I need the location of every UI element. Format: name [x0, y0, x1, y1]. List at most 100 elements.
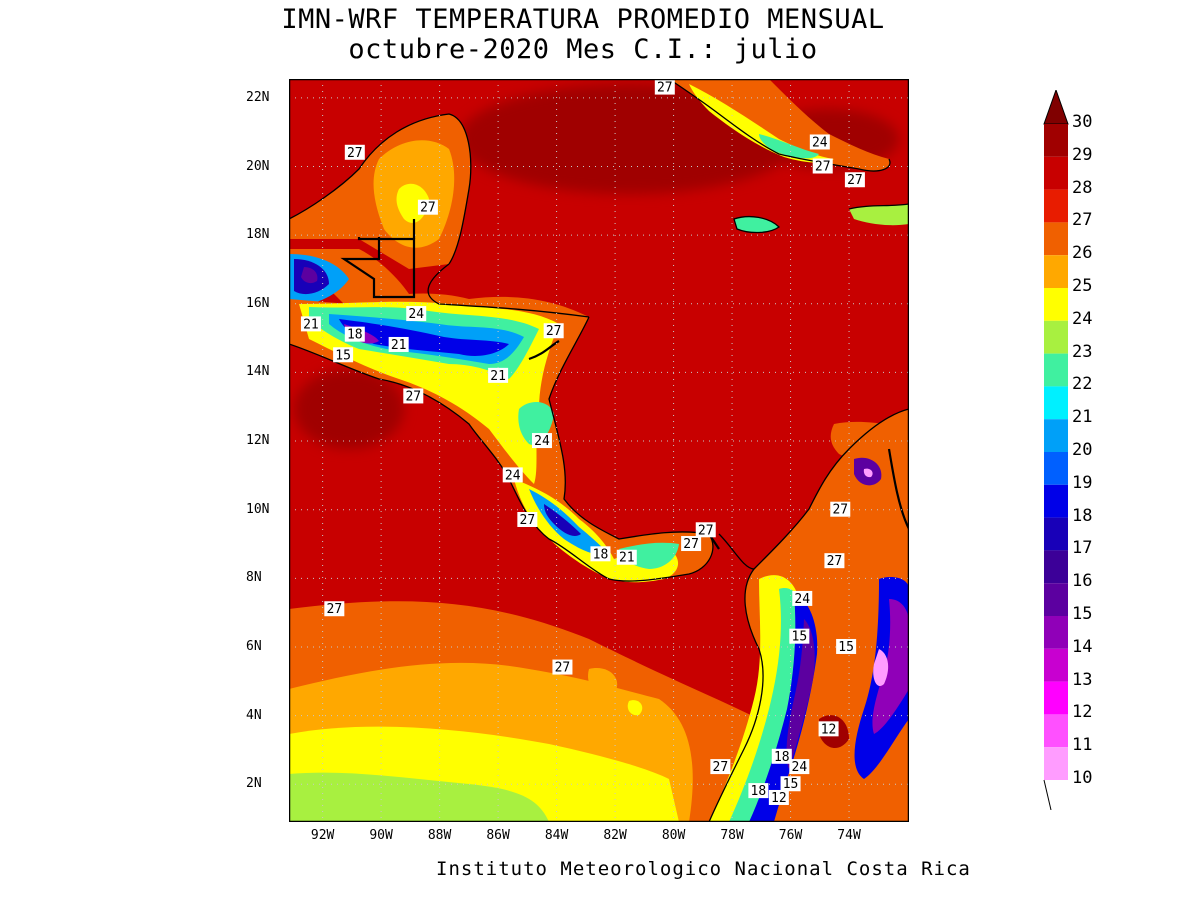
map-frame	[289, 79, 909, 822]
land-south-america	[709, 409, 909, 822]
svg-text:24: 24	[408, 307, 424, 322]
contour-label: 27	[517, 511, 538, 528]
svg-text:27: 27	[546, 324, 562, 339]
longitude-tick-label: 76W	[778, 828, 803, 843]
colorbar-swatch	[1044, 616, 1068, 649]
svg-text:15: 15	[335, 348, 351, 363]
svg-text:27: 27	[698, 523, 714, 538]
contour-label: 12	[818, 721, 839, 737]
colorbar-swatch	[1044, 517, 1068, 551]
longitude-tick-label: 84W	[544, 828, 569, 843]
contour-label: 27	[681, 536, 702, 552]
svg-text:18: 18	[751, 784, 767, 799]
colorbar-swatch	[1044, 222, 1068, 256]
svg-text:18: 18	[593, 547, 609, 562]
svg-text:15: 15	[838, 640, 854, 655]
contour-label: 27	[344, 144, 365, 161]
colorbar-label: 18	[1072, 505, 1093, 526]
coastlines	[289, 79, 909, 822]
latitude-tick-label: 16N	[246, 295, 270, 311]
svg-text:24: 24	[812, 135, 828, 150]
colorbar-label: 20	[1072, 440, 1093, 460]
svg-text:12: 12	[821, 722, 837, 737]
svg-text:27: 27	[657, 81, 673, 96]
svg-text:24: 24	[792, 760, 808, 775]
colorbar-label: 19	[1072, 472, 1093, 493]
institution-footer: Instituto Meteorologico Nacional Costa R…	[436, 858, 971, 880]
svg-text:27: 27	[815, 160, 831, 175]
svg-text:27: 27	[555, 661, 571, 676]
svg-text:24: 24	[505, 468, 521, 483]
pacific-bands	[289, 601, 759, 822]
colorbar-swatch	[1044, 484, 1068, 518]
svg-text:27: 27	[847, 173, 863, 188]
svg-text:21: 21	[490, 369, 506, 384]
colorbar-swatch	[1044, 288, 1068, 321]
colorbar-swatch	[1044, 583, 1068, 616]
land-central-america	[289, 293, 713, 583]
contour-label: 27	[824, 553, 845, 569]
svg-text:21: 21	[303, 317, 319, 332]
longitude-tick-label: 92W	[310, 828, 335, 843]
colorbar-swatch	[1044, 648, 1068, 682]
svg-text:24: 24	[794, 592, 810, 607]
colorbar-label: 23	[1072, 341, 1093, 362]
colorbar-label: 16	[1072, 571, 1093, 592]
colorbar-label: 11	[1072, 735, 1093, 756]
colorbar-label: 21	[1072, 407, 1093, 428]
longitude-tick-label: 78W	[720, 828, 744, 843]
colorbar-label: 15	[1072, 604, 1093, 624]
latitude-tick-label: 14N	[246, 364, 270, 380]
contour-label: 24	[502, 467, 523, 483]
contour-label: 15	[333, 347, 354, 363]
svg-text:12: 12	[771, 791, 787, 806]
contour-label: 27	[844, 172, 865, 188]
colorbar-swatch	[1044, 189, 1068, 223]
colorbar	[1043, 90, 1069, 810]
contour-label: 27	[830, 501, 851, 518]
graticule	[289, 79, 909, 822]
colorbar-label: 25	[1072, 276, 1093, 296]
longitude-tick-label: 80W	[661, 828, 686, 843]
colorbar-swatch	[1044, 386, 1068, 420]
latitude-tick-label: 6N	[246, 638, 262, 654]
contour-label: 24	[789, 759, 810, 775]
contour-label: 27	[695, 522, 716, 538]
land-yucatan	[289, 114, 471, 309]
svg-text:18: 18	[347, 328, 363, 343]
latitude-tick-label: 4N	[246, 707, 262, 723]
latitude-tick-label: 18N	[246, 227, 270, 243]
svg-text:27: 27	[420, 201, 436, 216]
svg-text:15: 15	[783, 777, 799, 792]
colorbar-swatch	[1044, 681, 1068, 715]
colorbar-label: 12	[1072, 702, 1093, 723]
contour-label: 24	[809, 134, 830, 150]
map-title-line2: octubre-2020 Mes C.I.: julio	[348, 34, 818, 65]
colorbar-label: 26	[1072, 243, 1093, 264]
colorbar-swatch	[1044, 747, 1068, 780]
colorbar-label: 30	[1072, 112, 1093, 132]
colorbar-swatch	[1044, 320, 1068, 354]
colorbar-label: 14	[1072, 636, 1093, 657]
longitude-tick-label: 88W	[427, 828, 452, 843]
latitude-tick-label: 22N	[246, 89, 270, 105]
colorbar-swatch	[1044, 419, 1068, 452]
colorbar-label: 27	[1072, 210, 1093, 231]
land-caribbean-islands	[669, 79, 909, 233]
contour-label: 24	[406, 306, 427, 322]
contour-label: 27	[710, 759, 731, 775]
colorbar-swatch	[1044, 353, 1068, 387]
svg-text:27: 27	[347, 146, 363, 161]
contour-label: 12	[768, 789, 789, 806]
latitude-tick-label: 2N	[246, 776, 262, 792]
contour-label: 27	[654, 79, 675, 96]
contour-label: 18	[590, 546, 611, 562]
contour-label: 21	[616, 549, 637, 566]
contour-label: 15	[789, 628, 810, 645]
colorbar-swatch	[1044, 714, 1068, 748]
contour-label: 27	[543, 323, 564, 339]
colorbar-label: 29	[1072, 144, 1093, 165]
contour-label: 15	[836, 638, 857, 655]
colorbar-label: 10	[1072, 768, 1093, 788]
